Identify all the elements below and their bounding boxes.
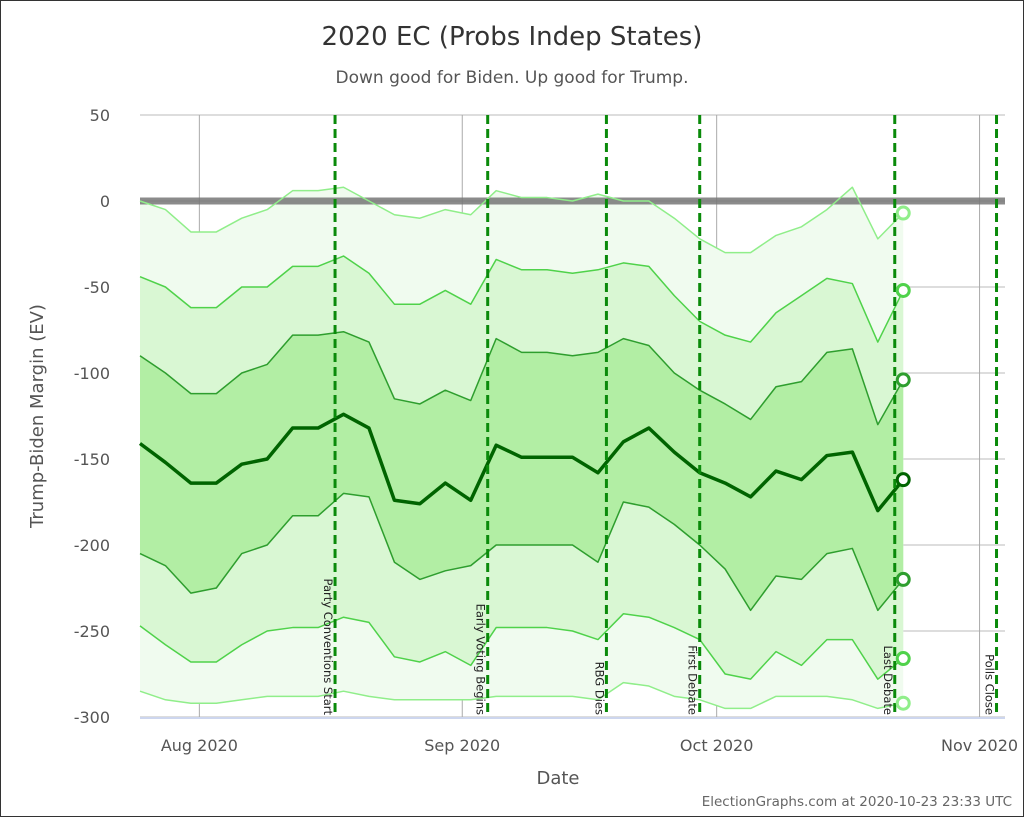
x-axis-label: Date	[536, 768, 579, 789]
event-label: Early Voting Begins	[474, 604, 488, 715]
y-tick-label: -250	[74, 622, 110, 641]
end-marker-upper2	[895, 282, 911, 298]
credit-text: ElectionGraphs.com at 2020-10-23 23:33 U…	[702, 794, 1012, 810]
event-label: First Debate	[686, 645, 700, 715]
chart-title: 2020 EC (Probs Indep States)	[322, 22, 703, 52]
inner-band	[140, 331, 904, 611]
event-label: Party Conventions Start	[321, 579, 335, 716]
end-marker-lower3	[895, 695, 911, 711]
series-line-lower2	[139, 613, 904, 680]
event-label: RBG Dies	[592, 662, 606, 715]
x-tick-label: Nov 2020	[941, 736, 1018, 755]
x-tick-label: Oct 2020	[680, 736, 753, 755]
y-tick-label: -200	[74, 536, 110, 555]
y-tick-label: 50	[90, 106, 110, 125]
x-tick-label: Sep 2020	[424, 736, 500, 755]
end-marker-lower1	[895, 571, 911, 587]
end-marker-lower2	[895, 651, 911, 667]
y-tick-label: 0	[100, 192, 110, 211]
chart-subtitle: Down good for Biden. Up good for Trump.	[336, 68, 689, 88]
x-tick-label: Aug 2020	[161, 736, 238, 755]
series-line-upper2	[139, 255, 904, 343]
y-axis-label: Trump-Biden Margin (EV)	[27, 304, 48, 529]
event-label: Last Debate	[881, 646, 895, 715]
y-tick-label: -150	[74, 450, 110, 469]
end-marker-upper1	[895, 372, 911, 388]
series-line-median	[138, 412, 905, 513]
event-label: Polls Close	[983, 654, 997, 715]
y-tick-label: -100	[74, 364, 110, 383]
end-marker-upper3	[895, 205, 911, 221]
end-marker-median	[895, 472, 911, 488]
y-tick-label: -50	[84, 278, 110, 297]
series-line-lower3	[139, 681, 904, 710]
y-tick-label: -300	[74, 708, 110, 727]
series-line-lower1	[139, 492, 904, 612]
series-line-upper1	[139, 330, 904, 426]
series-line-upper3	[139, 186, 904, 254]
